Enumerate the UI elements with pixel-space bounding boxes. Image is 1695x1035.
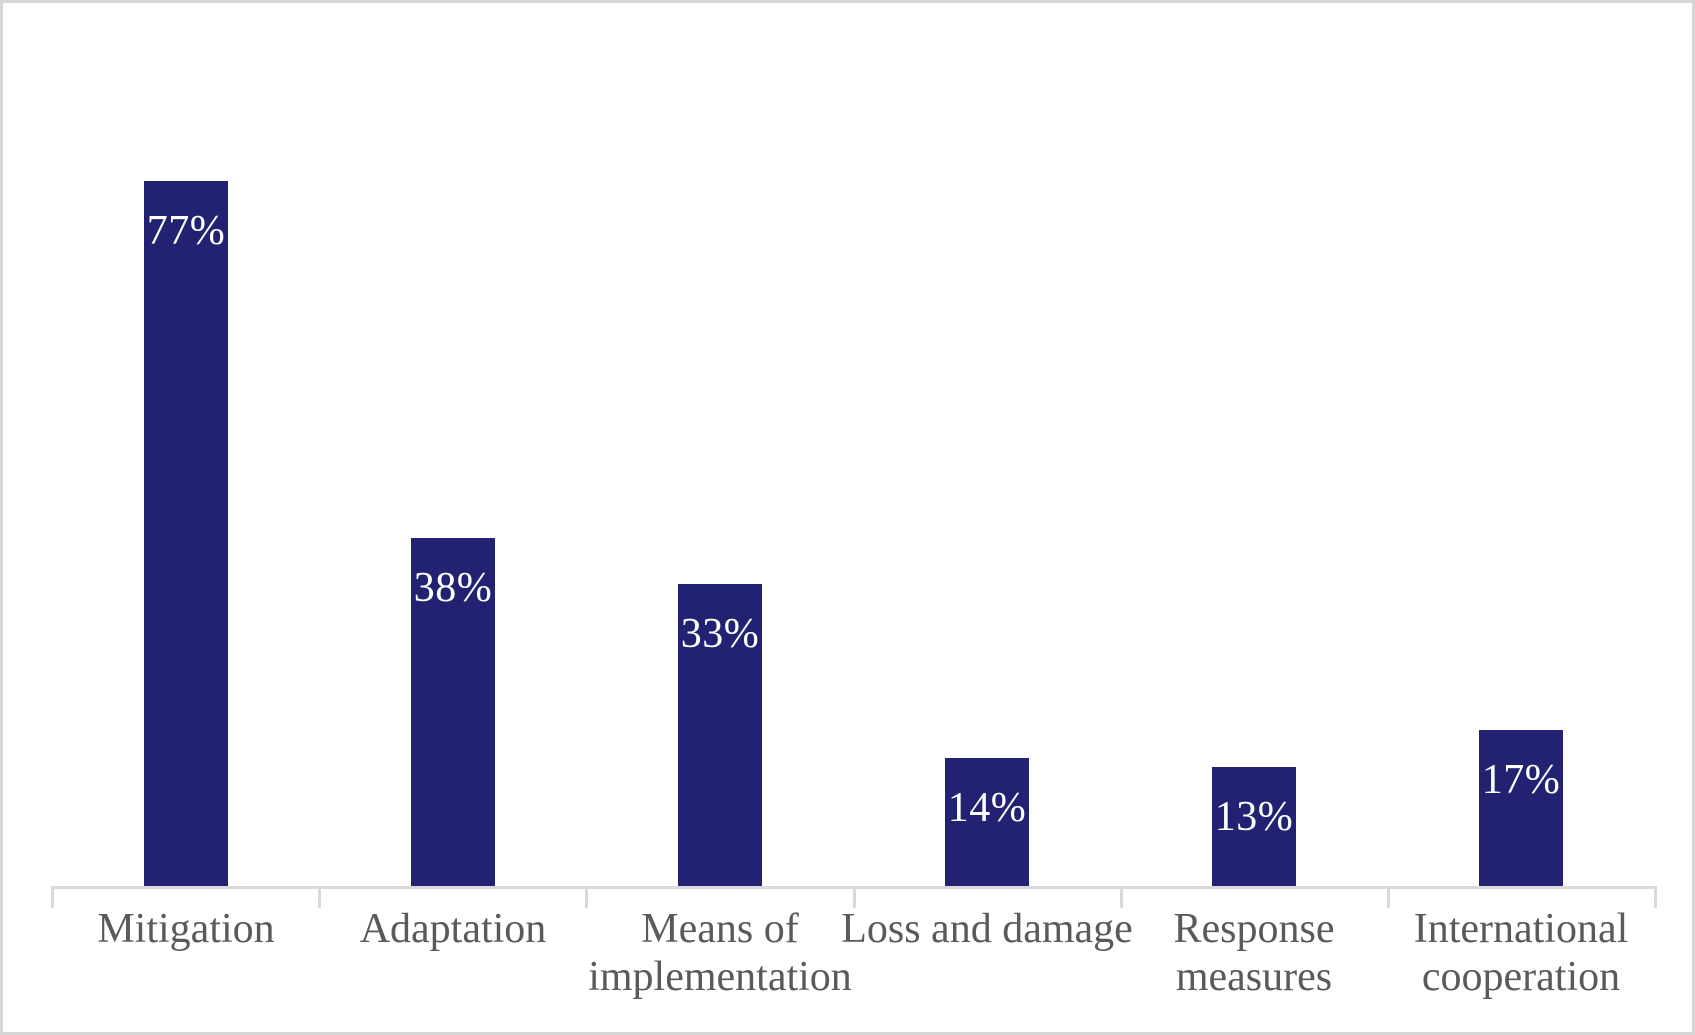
bar-1: 38% <box>411 538 495 886</box>
bar-value-label: 38% <box>413 565 493 611</box>
bar-value-label: 14% <box>947 785 1027 831</box>
bar-2: 33% <box>678 584 762 886</box>
x-axis-tick <box>51 886 54 908</box>
bar-value-label: 77% <box>146 208 226 254</box>
bar-0: 77% <box>144 181 228 886</box>
x-axis-tick <box>1654 886 1657 908</box>
bar-value-label: 33% <box>680 611 760 657</box>
bar-5: 17% <box>1479 730 1563 886</box>
category-label: Mitigation <box>97 906 275 952</box>
plot-area: 77% Mitigation 38% Adaptation 33% Means of im… <box>3 3 1692 1032</box>
category-label: Loss and damage <box>841 906 1133 952</box>
x-axis-tick <box>318 886 322 908</box>
bar-4: 13% <box>1212 767 1296 886</box>
category-label: International cooperation <box>1413 906 1629 1001</box>
bar-value-label: 13% <box>1214 794 1294 840</box>
x-axis-tick <box>1386 886 1390 908</box>
x-axis-tick <box>585 886 589 908</box>
bar-value-label: 17% <box>1481 757 1561 803</box>
category-label: Response measures <box>1173 906 1335 1001</box>
x-axis-tick <box>852 886 856 908</box>
x-axis-tick <box>1119 886 1123 908</box>
bar-3: 14% <box>945 758 1029 886</box>
category-label: Adaptation <box>359 906 547 952</box>
category-label: Means of implementation <box>588 906 852 1001</box>
